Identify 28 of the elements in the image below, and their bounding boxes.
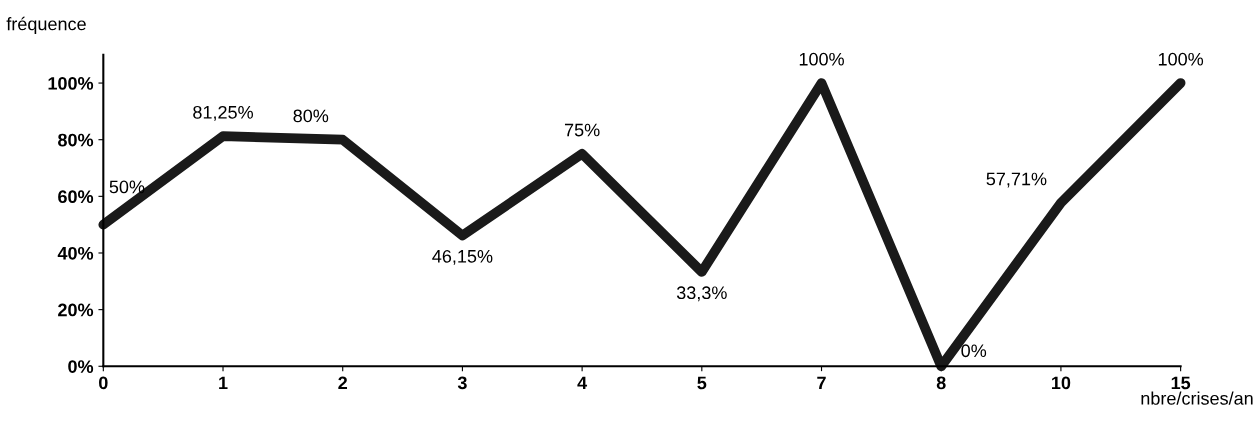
y-tick-label: 60% — [58, 190, 94, 204]
x-tick-label: 1 — [219, 376, 228, 390]
x-tick-label: 15 — [1171, 376, 1191, 390]
x-tick-label: 5 — [697, 376, 707, 390]
data-label: 80% — [293, 109, 329, 123]
x-tick-label: 10 — [1052, 376, 1071, 390]
x-tick-label: 7 — [817, 376, 826, 390]
x-tick-label: 8 — [936, 376, 946, 390]
data-label: 100% — [799, 52, 844, 66]
x-tick-label: 3 — [457, 376, 467, 390]
y-tick-label: 100% — [48, 76, 94, 90]
data-label: 46,15% — [432, 249, 493, 265]
data-label: 75% — [564, 123, 600, 137]
x-tick-label: 2 — [338, 376, 348, 390]
y-axis-title: fréquence — [6, 16, 86, 34]
y-tick-label: 0% — [68, 360, 94, 373]
y-tick-label: 80% — [58, 133, 94, 147]
data-label: 57,71% — [986, 172, 1047, 188]
x-tick-label: 4 — [577, 376, 588, 390]
data-label: 81,25% — [193, 105, 253, 121]
data-label: 50% — [109, 180, 145, 194]
x-axis-title: nbre/crises/an — [1141, 391, 1253, 405]
data-label: 0% — [961, 344, 987, 358]
y-tick-label: 20% — [58, 303, 94, 317]
data-label: 100% — [1158, 52, 1204, 66]
data-label: 33,3% — [676, 286, 727, 302]
y-tick-label: 40% — [57, 246, 94, 260]
x-tick-label: 0 — [99, 376, 108, 390]
